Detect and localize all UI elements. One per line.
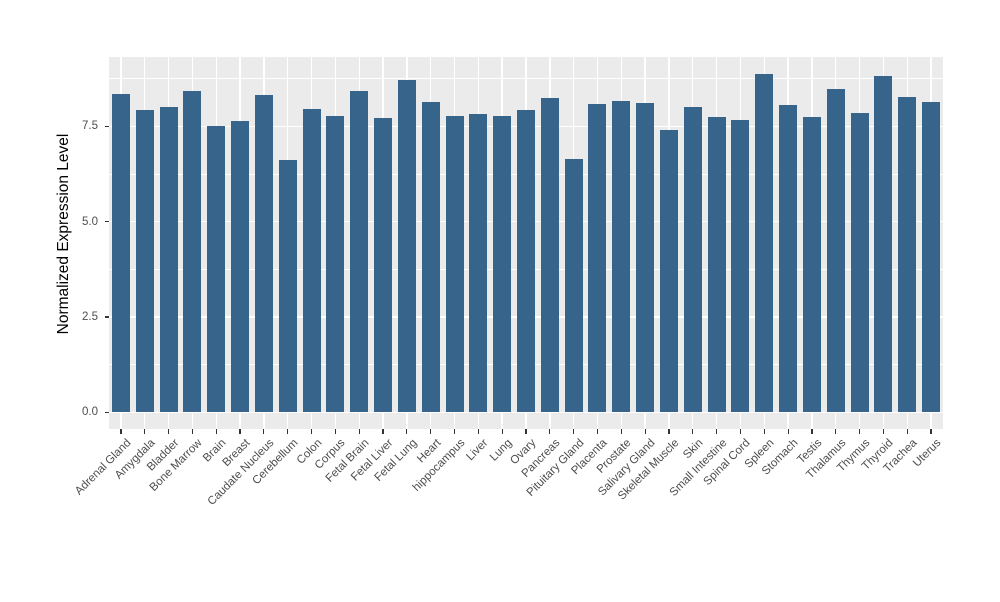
bar xyxy=(445,116,464,413)
bar xyxy=(564,158,583,413)
bar xyxy=(397,80,416,413)
x-tick-mark xyxy=(787,429,789,434)
x-tick-mark xyxy=(382,429,384,434)
bar xyxy=(779,104,798,413)
bar xyxy=(683,107,702,413)
bar xyxy=(326,116,345,413)
x-tick-mark xyxy=(191,429,193,434)
x-tick-mark xyxy=(620,429,622,434)
x-tick-mark xyxy=(358,429,360,434)
bar xyxy=(755,73,774,413)
bar xyxy=(302,109,321,413)
x-tick-mark xyxy=(430,429,432,434)
x-tick-mark xyxy=(215,429,217,434)
bar xyxy=(254,94,273,413)
bar xyxy=(659,129,678,413)
bar xyxy=(802,117,821,413)
x-tick-mark xyxy=(239,429,241,434)
bar xyxy=(421,101,440,413)
bar xyxy=(707,117,726,413)
bar xyxy=(183,90,202,413)
x-tick-mark xyxy=(882,429,885,434)
y-tick-mark xyxy=(104,125,109,127)
plot-panel xyxy=(109,57,943,429)
y-tick-mark xyxy=(104,316,109,318)
bar xyxy=(350,90,369,413)
bar xyxy=(850,113,869,413)
x-tick-mark xyxy=(477,429,479,434)
y-tick-mark xyxy=(104,411,109,413)
y-tick-label: 5.0 xyxy=(82,215,98,228)
bar xyxy=(898,97,917,413)
bar xyxy=(135,109,154,413)
x-tick-mark xyxy=(549,429,551,434)
bar xyxy=(588,103,607,413)
y-axis-title: Normalized Expression Level xyxy=(55,133,72,335)
bar xyxy=(517,109,535,413)
bar xyxy=(374,117,393,413)
y-tick-label: 0.0 xyxy=(82,406,98,419)
x-tick-mark xyxy=(453,429,456,434)
bar xyxy=(207,125,226,413)
x-tick-mark xyxy=(835,429,837,434)
bar xyxy=(493,116,512,413)
x-tick-mark xyxy=(644,429,646,434)
x-tick-mark xyxy=(406,429,408,434)
bar xyxy=(231,120,250,413)
x-tick-mark xyxy=(263,429,265,434)
x-tick-mark xyxy=(287,429,289,434)
x-tick-mark xyxy=(310,429,313,434)
bar xyxy=(111,93,130,413)
x-tick-mark xyxy=(334,429,336,434)
x-tick-mark xyxy=(716,429,718,434)
bar-chart-figure: Normalized Expression Level 0.0 2.5 5.0 7.5… xyxy=(55,57,944,508)
x-tick-mark xyxy=(906,429,908,434)
bar xyxy=(159,106,178,413)
bar xyxy=(540,97,559,413)
x-tick-mark xyxy=(144,429,146,434)
y-tick-label: 2.5 xyxy=(82,310,98,323)
x-tick-mark xyxy=(859,429,861,434)
y-tick-mark xyxy=(104,221,109,223)
bar xyxy=(636,103,655,413)
bar xyxy=(874,76,893,413)
x-tick-mark xyxy=(668,429,670,434)
x-tick-mark xyxy=(930,429,932,434)
x-tick-mark xyxy=(167,429,170,434)
bar xyxy=(826,89,845,413)
bar xyxy=(922,101,941,413)
x-tick-mark xyxy=(596,429,599,434)
bar xyxy=(731,119,750,413)
x-tick-mark xyxy=(525,429,527,434)
y-tick-label: 7.5 xyxy=(82,120,98,133)
bar xyxy=(612,101,631,413)
x-tick-mark xyxy=(501,429,503,434)
x-tick-mark xyxy=(692,429,694,434)
bar xyxy=(469,113,488,413)
bar xyxy=(278,159,297,413)
x-tick-mark xyxy=(573,429,575,434)
x-tick-mark xyxy=(120,429,122,434)
x-tick-mark xyxy=(739,429,742,434)
x-tick-mark xyxy=(811,429,813,434)
x-tick-mark xyxy=(763,429,765,434)
